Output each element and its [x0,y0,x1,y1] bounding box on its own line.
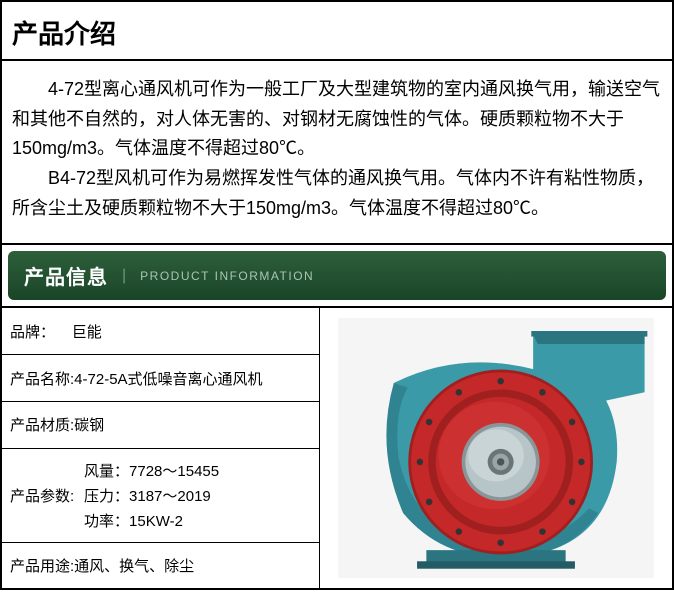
intro-text-block: 4-72型离心通风机可作为一般工厂及大型建筑物的室内通风换气用，输送空气和其他不… [2,61,672,243]
pressure-value: 3187～2019 [129,488,211,505]
info-header-en: PRODUCT INFORMATION [140,269,314,283]
intro-paragraph-2: B4-72型风机可作为易燃挥发性气体的通风换气用。气体内不许有粘性物质，所含尘土… [12,164,662,223]
info-header-separator: | [122,267,126,285]
brand-value: 巨能 [72,321,102,342]
brand-label: 品牌： [10,321,55,342]
pressure-label: 压力： [84,488,129,505]
table-row: 产品用途:通风、换气、除尘 [2,542,320,588]
airflow-value: 7728～15455 [129,463,219,480]
product-image-box [320,308,672,588]
name-label: 产品名称: [10,368,74,389]
info-header: 产品信息 | PRODUCT INFORMATION [8,251,666,300]
fan-illustration [336,318,656,578]
params-list: 风量：7728～15455 压力：3187～2019 功率：15KW-2 [84,460,219,531]
airflow-label: 风量： [84,463,129,480]
section-title: 产品介绍 [2,2,672,61]
table-row: 产品名称:4-72-5A式低噪音离心通风机 [2,355,320,402]
intro-paragraph-1: 4-72型离心通风机可作为一般工厂及大型建筑物的室内通风换气用，输送空气和其他不… [12,75,662,164]
material-label: 产品材质: [10,414,74,435]
spec-table: 品牌： 巨能 产品名称:4-72-5A式低噪音离心通风机 产品材质:碳钢 产 [2,308,320,588]
material-value: 碳钢 [74,414,104,435]
info-header-cn: 产品信息 [24,261,108,290]
table-row: 产品材质:碳钢 [2,402,320,449]
params-label: 产品参数: [10,485,84,506]
usage-value: 通风、换气、除尘 [74,555,194,576]
power-label: 功率： [84,513,129,530]
product-container: 产品介绍 4-72型离心通风机可作为一般工厂及大型建筑物的室内通风换气用，输送空… [0,0,674,590]
info-body: 品牌： 巨能 产品名称:4-72-5A式低噪音离心通风机 产品材质:碳钢 产 [2,308,672,588]
table-row: 产品参数: 风量：7728～15455 压力：3187～2019 功率：15KW… [2,448,320,542]
power-value: 15KW-2 [129,513,183,530]
usage-label: 产品用途: [10,555,74,576]
info-header-wrap: 产品信息 | PRODUCT INFORMATION [2,243,672,308]
table-row: 品牌： 巨能 [2,308,320,354]
name-value: 4-72-5A式低噪音离心通风机 [74,368,262,389]
